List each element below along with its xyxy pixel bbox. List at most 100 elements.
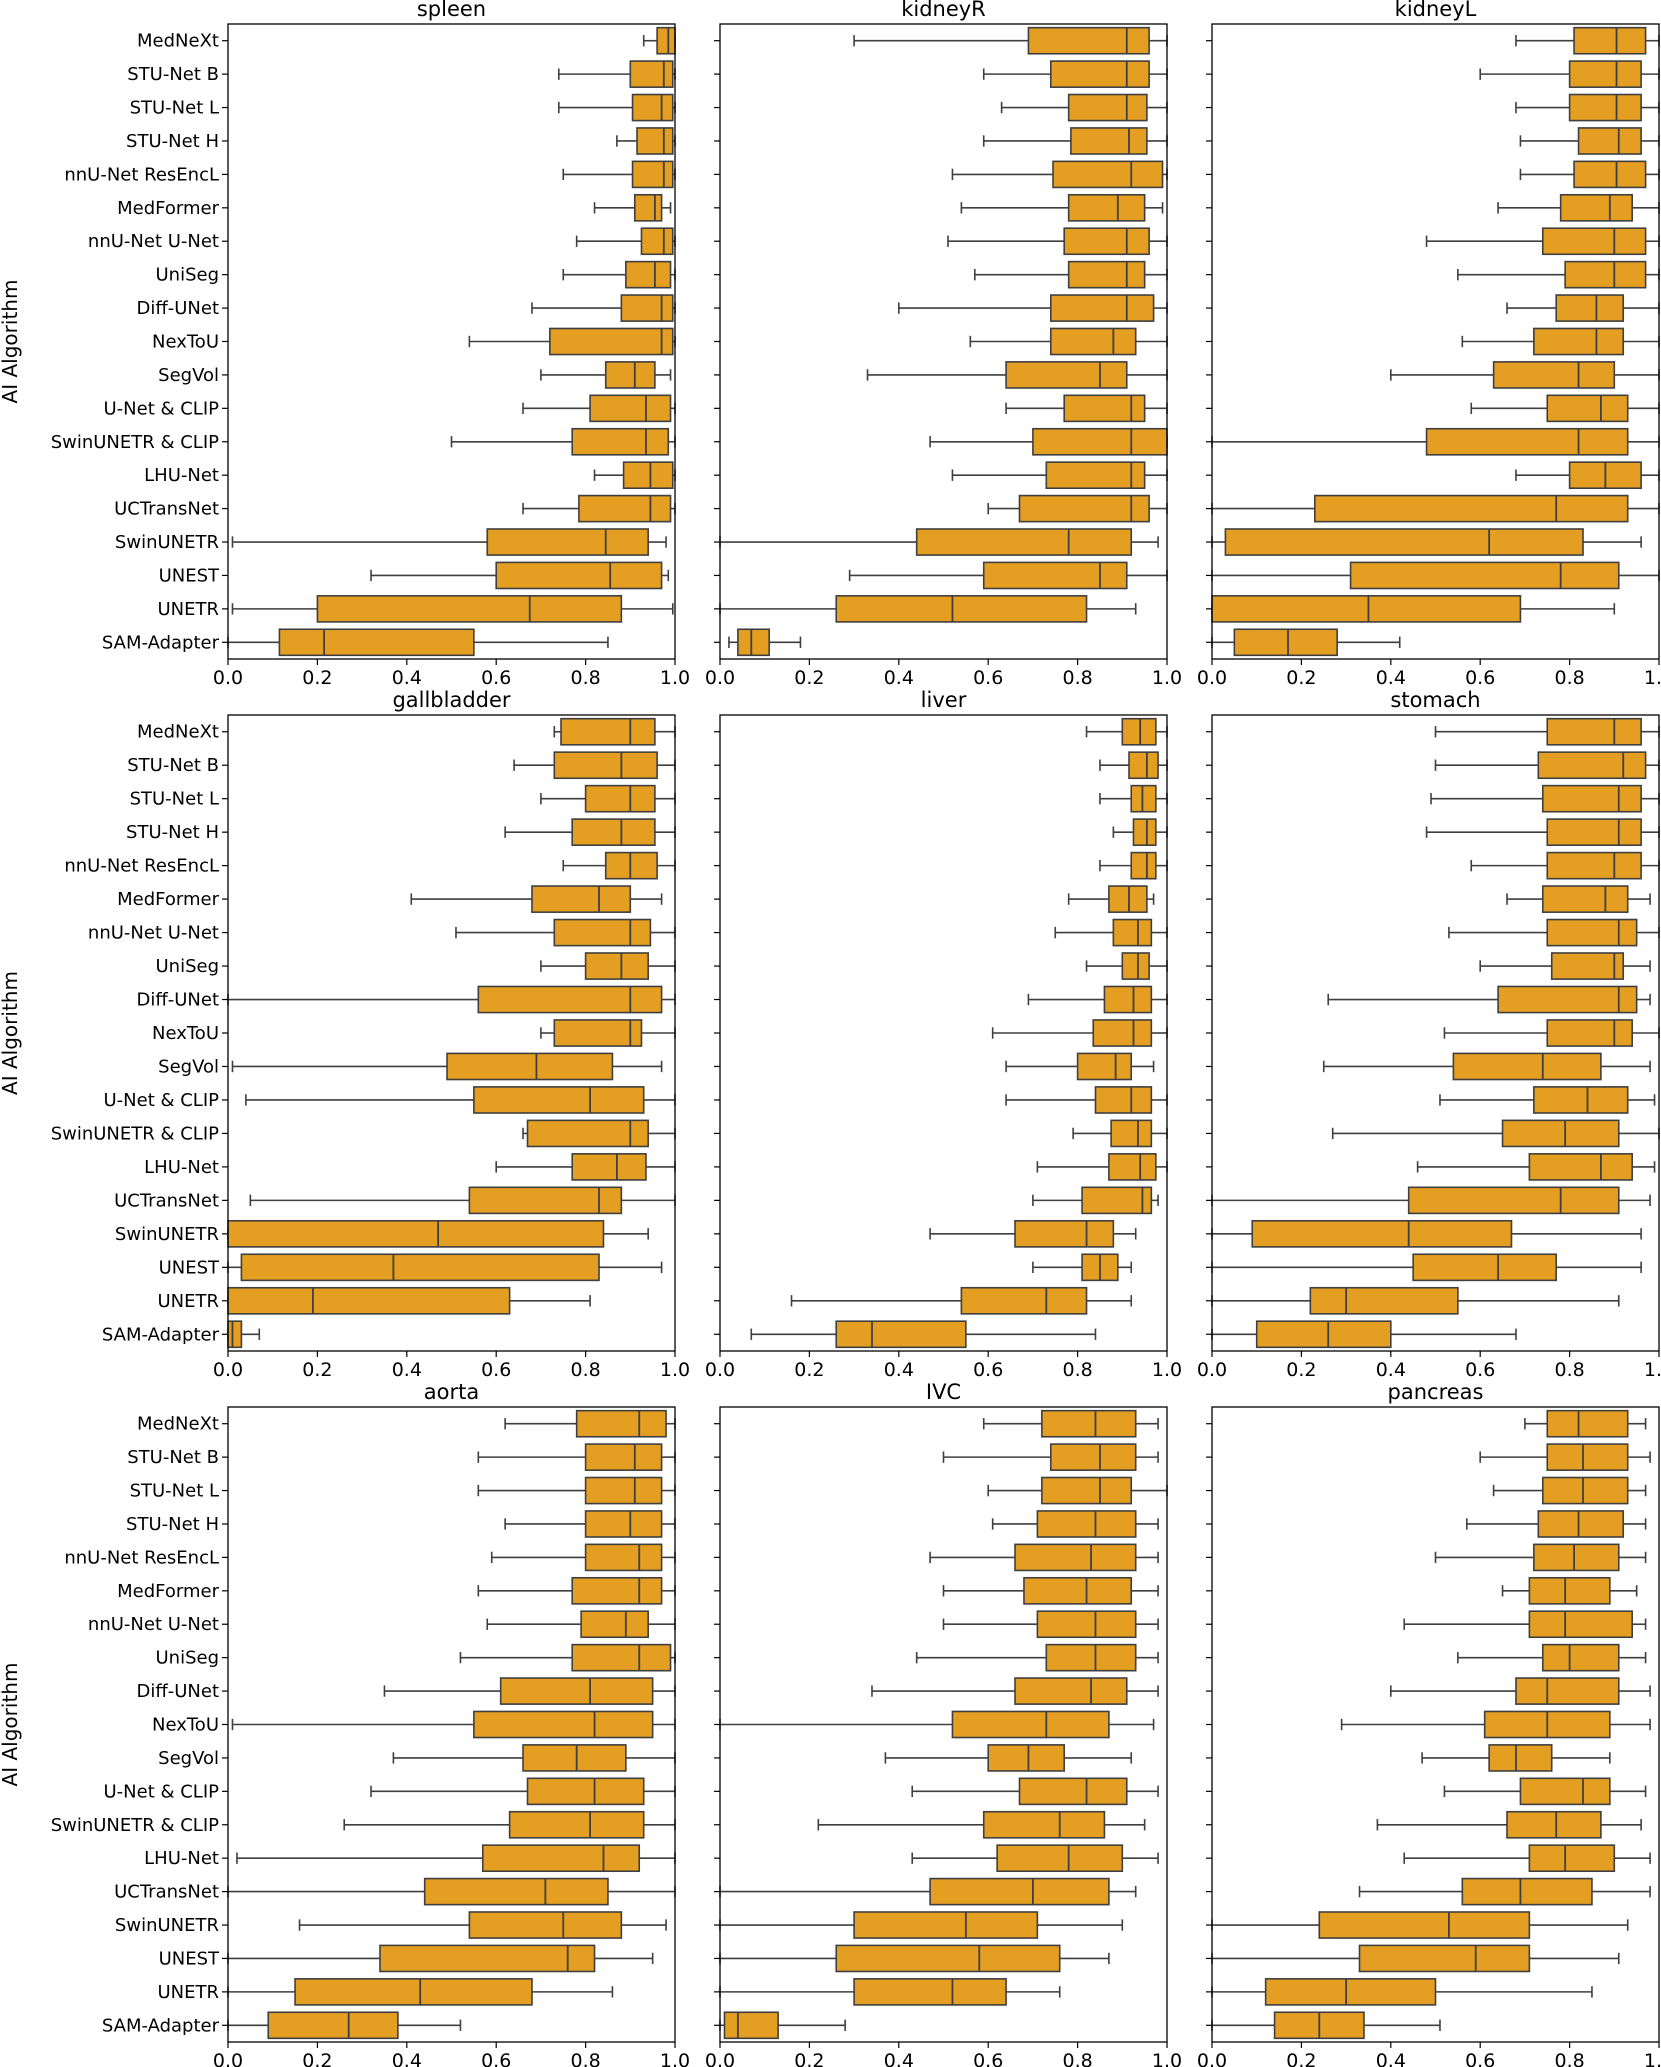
box-SwinUNETR xyxy=(719,1911,1124,1939)
iqr-box xyxy=(1358,1944,1531,1973)
iqr-box xyxy=(1537,751,1647,780)
iqr-box xyxy=(853,1911,1039,1939)
box-SAM-Adapter xyxy=(1211,2011,1441,2040)
box-U-Net & CLIP xyxy=(245,1086,676,1114)
x-tick-label: 0.4 xyxy=(1376,2050,1406,2067)
iqr-box xyxy=(951,1710,1110,1739)
iqr-box xyxy=(1533,1086,1629,1114)
iqr-box xyxy=(1049,1443,1137,1471)
x-tick-label: 0.4 xyxy=(1376,1359,1406,1381)
iqr-box xyxy=(553,918,652,947)
box-STU-Net L xyxy=(557,93,676,122)
box-SwinUNETR & CLIP xyxy=(1072,1119,1168,1148)
box-UNETR xyxy=(790,1286,1133,1315)
box-MedFormer xyxy=(1067,885,1155,913)
x-tick-label: 0.6 xyxy=(973,667,1003,689)
iqr-box xyxy=(584,784,656,813)
box-SwinUNETR xyxy=(929,1219,1137,1248)
iqr-box xyxy=(1555,294,1625,322)
iqr-box xyxy=(1309,1286,1459,1315)
iqr-box xyxy=(929,1877,1110,1906)
x-tick-label: 1.0 xyxy=(1152,667,1182,689)
box-MedFormer xyxy=(1506,885,1651,913)
iqr-box xyxy=(915,528,1133,556)
x-tick-label: 0.2 xyxy=(302,667,332,689)
iqr-box xyxy=(278,628,475,657)
y-tick-label: MedNeXt xyxy=(137,1414,219,1435)
y-tick-label: STU-Net L xyxy=(130,98,219,119)
iqr-box xyxy=(1110,1119,1153,1148)
box-LHU-Net xyxy=(1515,461,1660,490)
box-STU-Net B xyxy=(557,60,676,88)
box-STU-Net B xyxy=(1099,751,1168,780)
iqr-box xyxy=(1412,1253,1557,1282)
iqr-box xyxy=(625,260,672,289)
x-tick-label: 0.4 xyxy=(392,1359,422,1381)
box-NexToU xyxy=(1443,1019,1660,1047)
iqr-box xyxy=(227,1219,605,1248)
box-LHU-Net xyxy=(593,461,676,490)
iqr-box xyxy=(1049,327,1137,356)
x-tick-label: 1.0 xyxy=(660,667,690,689)
box-SwinUNETR xyxy=(298,1911,667,1939)
x-tick-label: 0.8 xyxy=(570,1359,600,1381)
iqr-box xyxy=(1052,160,1164,189)
box-NexToU xyxy=(719,1710,1155,1739)
x-tick-label: 0.0 xyxy=(1197,1359,1227,1381)
iqr-box xyxy=(584,1543,663,1572)
iqr-box xyxy=(1045,1643,1137,1672)
iqr-box xyxy=(1515,1677,1620,1705)
box-LHU-Net xyxy=(1416,1153,1656,1181)
iqr-box xyxy=(640,227,674,256)
box-nnU-Net U-Net xyxy=(455,918,676,947)
box-Diff-UNet xyxy=(1327,985,1651,1014)
y-tick-label: NexToU xyxy=(152,1715,219,1736)
box-SAM-Adapter xyxy=(750,1320,1097,1349)
box-UNETR xyxy=(1211,1286,1620,1315)
box-nnU-Net ResEncL xyxy=(1470,851,1660,880)
box-STU-Net H xyxy=(1425,818,1660,847)
box-NexToU xyxy=(540,1019,676,1047)
x-tick-label: 0.6 xyxy=(1465,667,1495,689)
box-MedNeXt xyxy=(982,1409,1159,1438)
x-tick-label: 0.8 xyxy=(570,2050,600,2067)
box-STU-Net L xyxy=(540,784,676,813)
box-SwinUNETR & CLIP xyxy=(1331,1119,1660,1148)
box-UniSeg xyxy=(1457,260,1660,289)
box-nnU-Net ResEncL xyxy=(929,1543,1159,1572)
iqr-box xyxy=(571,1153,647,1181)
y-axis-label: AI Algorithm xyxy=(0,1663,22,1787)
iqr-box xyxy=(578,494,672,523)
box-nnU-Net U-Net xyxy=(1425,227,1660,256)
box-MedFormer xyxy=(1497,193,1660,222)
box-STU-Net L xyxy=(987,1476,1168,1505)
iqr-box xyxy=(1488,1744,1553,1772)
iqr-box xyxy=(1546,717,1642,746)
iqr-box xyxy=(1546,1443,1629,1471)
box-Diff-UNet xyxy=(871,1677,1159,1705)
box-STU-Net B xyxy=(1479,1443,1651,1471)
iqr-box xyxy=(1501,1119,1620,1148)
x-tick-label: 0.2 xyxy=(794,667,824,689)
box-Diff-UNet xyxy=(383,1677,676,1705)
y-tick-label: UNEST xyxy=(159,565,220,586)
box-LHU-Net xyxy=(1036,1153,1168,1181)
x-tick-label: 0.2 xyxy=(1286,1359,1316,1381)
panel-title: gallbladder xyxy=(392,688,510,712)
x-tick-label: 0.0 xyxy=(705,1359,735,1381)
y-tick-label: SegVol xyxy=(158,1748,219,1769)
y-tick-label: UCTransNet xyxy=(114,1190,219,1211)
y-tick-label: MedFormer xyxy=(117,198,219,219)
iqr-box xyxy=(571,427,670,456)
box-UNETR xyxy=(1211,595,1616,623)
box-SAM-Adapter xyxy=(1211,628,1401,657)
iqr-box xyxy=(468,1911,623,1939)
iqr-box xyxy=(1005,361,1128,389)
iqr-box xyxy=(1108,1153,1157,1181)
box-UCTransNet xyxy=(522,494,676,523)
y-tick-label: UniSeg xyxy=(155,956,219,977)
iqr-box xyxy=(575,1409,667,1438)
box-UNETR xyxy=(1211,1978,1593,2006)
y-tick-label: nnU-Net ResEncL xyxy=(64,164,219,185)
